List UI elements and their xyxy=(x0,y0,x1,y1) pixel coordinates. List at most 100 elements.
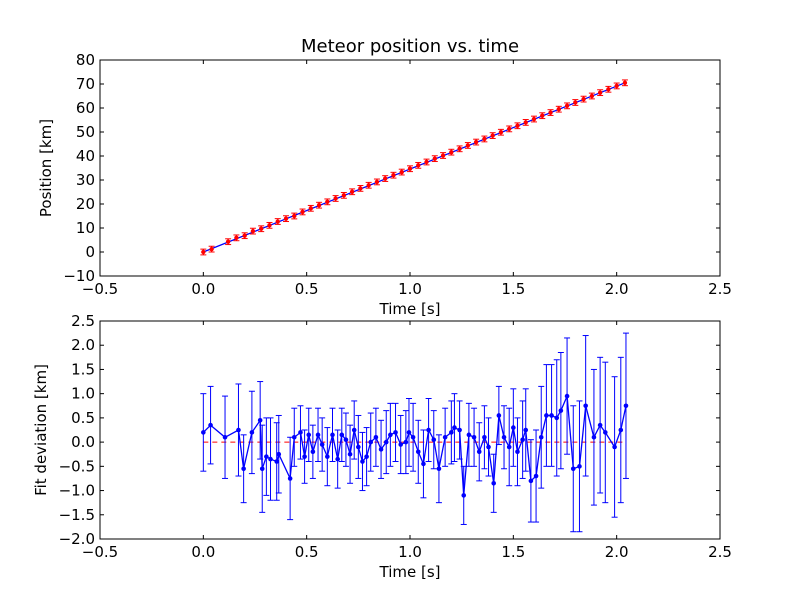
deviation-plot-y-tick-label: 1.5 xyxy=(71,360,95,378)
data-point xyxy=(267,223,272,228)
position-plot-x-tick-label: 0.0 xyxy=(191,280,215,298)
data-point xyxy=(466,432,472,438)
deviation-plot-x-ticks: −0.5 0.0 0.5 1.0 1.5 2.0 2.5 xyxy=(82,321,732,561)
data-point xyxy=(548,110,553,115)
data-point xyxy=(249,430,255,435)
deviation-plot-x-tick-label: 0.0 xyxy=(191,543,215,561)
data-point xyxy=(368,439,374,445)
data-point xyxy=(523,120,528,125)
data-point xyxy=(533,473,539,479)
data-point xyxy=(491,480,497,486)
data-point xyxy=(236,427,241,433)
data-point xyxy=(449,149,454,155)
data-point xyxy=(544,413,549,418)
data-point xyxy=(416,163,421,168)
data-point xyxy=(274,459,280,464)
data-point xyxy=(403,439,409,445)
position-plot-x-tick-label: −0.5 xyxy=(82,280,118,298)
data-point xyxy=(315,432,321,438)
deviation-plot-y-tick-label: 0.5 xyxy=(71,409,95,427)
data-point xyxy=(310,449,316,455)
position-plot: Meteor position vs. time −0.5 0.0 0.5 1.0 1.… xyxy=(37,36,732,318)
data-point xyxy=(457,427,462,433)
data-point xyxy=(209,246,214,252)
data-point xyxy=(398,442,404,447)
data-point xyxy=(556,107,561,112)
position-plot-y-tick-label: 70 xyxy=(76,75,95,93)
data-point xyxy=(410,434,416,440)
data-point xyxy=(501,434,507,440)
data-point xyxy=(583,403,588,409)
data-point xyxy=(325,199,330,205)
deviation-plot-x-tick-label: 1.0 xyxy=(398,543,422,561)
data-point xyxy=(442,434,448,440)
data-point xyxy=(449,430,454,435)
deviation-plot-y-tick-label: 1.0 xyxy=(71,385,95,403)
position-plot-x-tick-label: 0.5 xyxy=(295,280,319,298)
data-point xyxy=(242,233,247,238)
data-point xyxy=(573,100,578,105)
data-point xyxy=(554,415,560,421)
data-point xyxy=(333,196,338,201)
data-point xyxy=(421,461,426,467)
data-point xyxy=(358,186,363,191)
data-point xyxy=(292,213,297,219)
deviation-plot-y-tick-label: 0.0 xyxy=(71,433,95,451)
deviation-plot: −0.5 0.0 0.5 1.0 1.5 2.0 2.5 −2.0 −1.5 −1.0 −0.5 0… xyxy=(32,312,732,581)
data-point xyxy=(457,146,462,151)
position-plot-y-tick-label: 10 xyxy=(76,219,95,237)
position-plot-x-tick-label: 2.5 xyxy=(708,280,732,298)
fit-line xyxy=(203,82,626,253)
data-point xyxy=(564,393,570,399)
data-point xyxy=(287,476,293,481)
data-point xyxy=(241,466,246,472)
data-point xyxy=(476,449,482,455)
data-point xyxy=(268,456,273,462)
position-plot-y-tick-label: 80 xyxy=(76,51,95,69)
data-point xyxy=(259,466,265,472)
data-point xyxy=(490,133,495,138)
data-point xyxy=(364,454,369,459)
data-point xyxy=(406,430,412,435)
data-point xyxy=(612,444,617,450)
data-point xyxy=(507,126,512,132)
deviation-plot-y-tick-label: −2.0 xyxy=(59,530,95,548)
data-point xyxy=(558,408,564,413)
position-plot-y-label: Position [km] xyxy=(37,119,55,217)
data-point xyxy=(374,179,380,185)
data-point xyxy=(614,83,619,89)
data-point xyxy=(589,93,595,99)
data-point xyxy=(496,413,502,418)
data-point xyxy=(603,430,608,435)
data-point xyxy=(316,203,322,208)
data-point xyxy=(528,478,534,484)
position-plot-x-tick-label: 2.0 xyxy=(605,280,629,298)
data-point xyxy=(471,434,477,440)
data-point xyxy=(581,96,586,102)
position-plot-y-tick-label: 0 xyxy=(85,243,95,261)
data-point xyxy=(383,439,389,445)
deviation-plot-y-ticks: −2.0 −1.5 −1.0 −0.5 0.0 0.5 1.0 1.5 2.0 2.5 xyxy=(59,312,720,548)
data-point xyxy=(424,159,429,165)
data-point xyxy=(349,189,355,194)
position-plot-y-tick-label: 40 xyxy=(76,147,95,165)
data-point xyxy=(360,459,365,464)
data-point xyxy=(343,437,349,442)
data-point xyxy=(577,464,582,469)
data-point xyxy=(391,173,396,178)
data-point xyxy=(520,437,525,442)
data-point xyxy=(339,432,345,438)
data-point xyxy=(319,442,325,447)
deviation-plot-y-tick-label: −1.5 xyxy=(59,506,95,524)
data-point xyxy=(523,427,529,433)
data-point xyxy=(234,235,239,241)
data-point xyxy=(330,432,335,438)
data-point xyxy=(383,176,388,181)
data-point xyxy=(250,228,256,234)
deviation-plot-y-tick-label: −0.5 xyxy=(59,457,95,475)
data-point xyxy=(325,454,330,459)
data-point xyxy=(298,430,303,435)
data-point xyxy=(606,87,611,92)
position-plot-y-tick-label: 30 xyxy=(76,171,95,189)
